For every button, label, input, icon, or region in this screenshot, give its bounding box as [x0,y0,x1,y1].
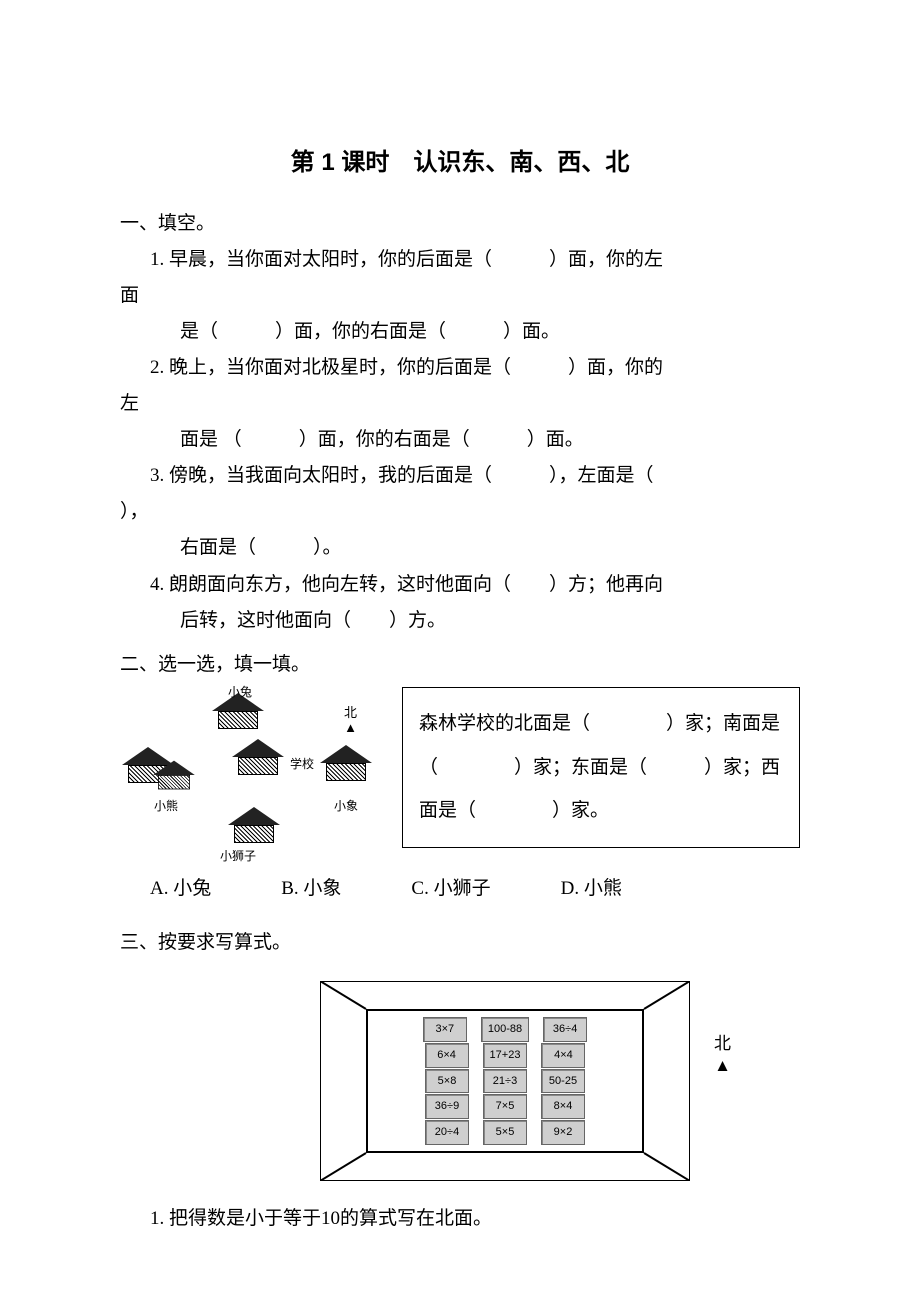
north-indicator: 北 ▲ [344,705,357,736]
q2-line2: 面是 （ ）面，你的右面是（ ）面。 [120,422,800,458]
options-row: A. 小兔 B. 小象 C. 小狮子 D. 小熊 [120,871,800,907]
grid-inner: 3×7 100-88 36÷4 6×4 17+23 4×4 5×8 21÷3 5… [366,1009,644,1153]
section3-q1: 1. 把得数是小于等于10的算式写在北面。 [120,1201,800,1237]
section3-header: 三、按要求写算式。 [120,925,800,961]
section2-layout: 小兔 小熊 学校 小象 小狮子 北 ▲ 森林学校的北面是（ ）家；南面是（ [120,687,800,867]
house-elephant [318,745,374,781]
q3-line2: 右面是（ ）。 [120,530,800,566]
section2-header: 二、选一选，填一填。 [120,647,800,683]
q3-hang: ）， [120,494,800,530]
cell: 5×8 [425,1069,469,1094]
grid-row-3: 36÷9 7×5 8×4 [425,1094,585,1119]
cell: 36÷4 [543,1017,587,1042]
option-b: B. 小象 [281,871,341,907]
cell: 7×5 [483,1094,527,1119]
q2-line1: 2. 晚上，当你面对北极星时，你的后面是（ ）面，你的 [120,350,800,386]
q4-line2: 后转，这时他面向（ ）方。 [120,603,800,639]
option-d: D. 小熊 [561,871,622,907]
north-arrow-icon: ▲ [344,720,357,736]
cell: 6×4 [425,1043,469,1068]
cell: 4×4 [541,1043,585,1068]
cell: 36÷9 [425,1094,469,1119]
north-text-2: 北 [714,1033,731,1055]
cell: 8×4 [541,1094,585,1119]
house-school [230,739,286,775]
q3-line1: 3. 傍晚，当我面向太阳时，我的后面是（ ），左面是（ [120,458,800,494]
q4-line1: 4. 朗朗面向东方，他向左转，这时他面向（ ）方；他再向 [120,567,800,603]
cell: 20÷4 [425,1120,469,1145]
label-school: 学校 [290,753,314,776]
q1-hang: 面 [120,278,800,314]
cell: 3×7 [423,1017,467,1042]
q1-line1: 1. 早晨，当你面对太阳时，你的后面是（ ）面，你的左 [120,242,800,278]
question-box: 森林学校的北面是（ ）家；南面是（ ）家；东面是（ ）家；西面是（ ）家。 [402,687,800,848]
grid-row-4: 20÷4 5×5 9×2 [425,1120,585,1145]
north-right: 北 ▲ [714,1033,731,1077]
option-a: A. 小兔 [150,871,211,907]
grid-row-0: 3×7 100-88 36÷4 [423,1017,587,1042]
house-lion [226,807,282,843]
label-lion: 小狮子 [220,845,256,868]
cell: 17+23 [483,1043,528,1068]
grid-figure: 3×7 100-88 36÷4 6×4 17+23 4×4 5×8 21÷3 5… [320,981,740,1181]
cell: 50-25 [541,1069,585,1094]
grid-row-1: 6×4 17+23 4×4 [425,1043,586,1068]
q1-line2: 是（ ）面，你的右面是（ ）面。 [120,314,800,350]
label-elephant: 小象 [334,795,358,818]
lesson-title: 第 1 课时 认识东、南、西、北 [120,140,800,186]
q2-hang: 左 [120,386,800,422]
label-bear: 小熊 [154,795,178,818]
grid-row-2: 5×8 21÷3 50-25 [425,1069,585,1094]
house-bear-2 [152,760,197,789]
section1-header: 一、填空。 [120,206,800,242]
cell: 100-88 [481,1017,529,1042]
cell: 5×5 [483,1120,527,1145]
cell: 9×2 [541,1120,585,1145]
cell: 21÷3 [483,1069,527,1094]
map-diagram: 小兔 小熊 学校 小象 小狮子 北 ▲ [120,687,390,867]
north-text: 北 [344,705,357,721]
option-c: C. 小狮子 [411,871,490,907]
label-rabbit: 小兔 [228,681,252,704]
north-arrow-icon-2: ▲ [714,1055,731,1077]
